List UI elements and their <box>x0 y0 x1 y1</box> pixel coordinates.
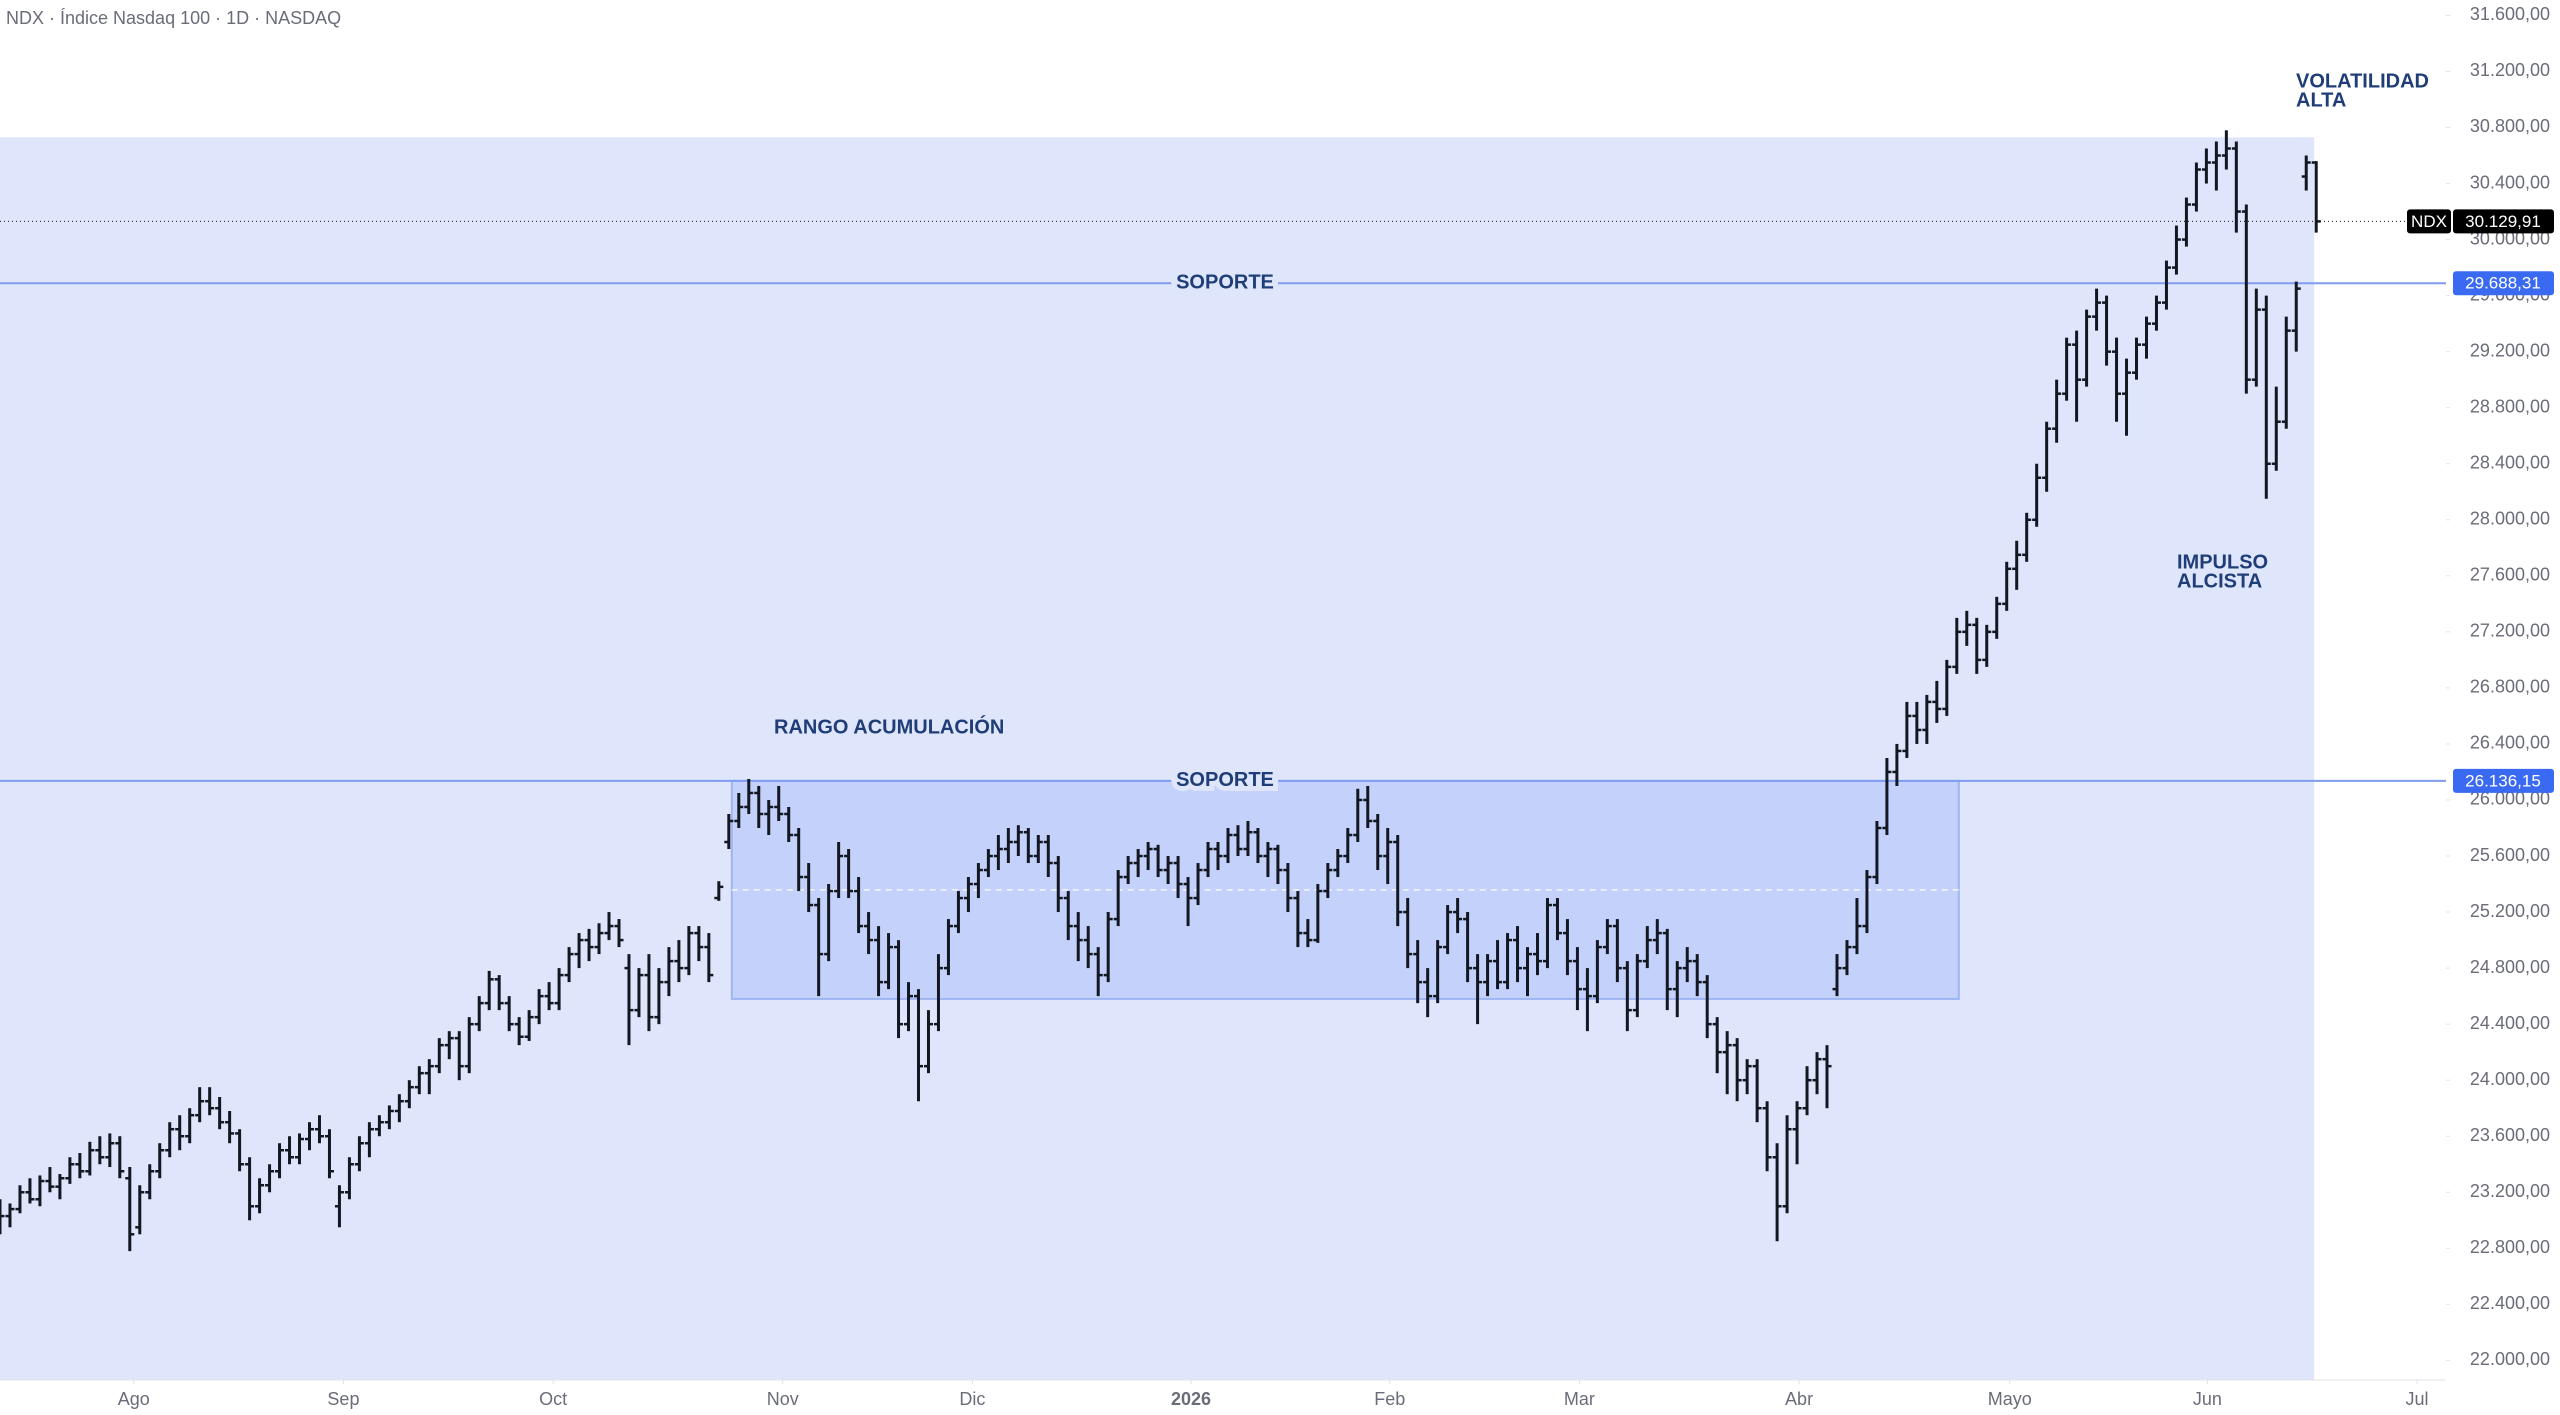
price-tag <box>2453 271 2554 296</box>
y-tick-label: 31.200,00 <box>2470 60 2550 80</box>
annotation: VOLATILIDAD <box>2296 70 2429 92</box>
annotation: RANGO ACUMULACIÓN <box>774 714 1004 738</box>
annotation: IMPULSO <box>2177 551 2268 573</box>
last-price-label: 30.129,91 <box>2465 212 2541 231</box>
y-tick-label: 26.400,00 <box>2470 733 2550 753</box>
support-label: SOPORTE <box>1176 769 1274 791</box>
y-tick-label: 26.000,00 <box>2470 789 2550 809</box>
annotation: ALCISTA <box>2177 570 2262 592</box>
support-label: SOPORTE <box>1176 272 1274 294</box>
annotation: ALTA <box>2296 89 2346 111</box>
y-tick-label: 24.000,00 <box>2470 1069 2550 1089</box>
x-tick-label: Abr <box>1785 1389 1813 1409</box>
x-tick-label: Feb <box>1374 1389 1405 1409</box>
x-tick-label: Mayo <box>1988 1389 2032 1409</box>
x-tick-label: Ago <box>118 1389 150 1409</box>
y-tick-label: 28.400,00 <box>2470 452 2550 472</box>
x-tick-label: Dic <box>959 1389 985 1409</box>
x-tick-label: Nov <box>767 1389 799 1409</box>
x-tick-label: Jul <box>2406 1389 2429 1409</box>
chart-title: NDX · Índice Nasdaq 100 · 1D · NASDAQ <box>6 8 341 28</box>
zone <box>0 137 2315 1380</box>
x-tick-label: Mar <box>1564 1389 1595 1409</box>
y-tick-label: 24.800,00 <box>2470 957 2550 977</box>
y-tick-label: 29.200,00 <box>2470 340 2550 360</box>
y-tick-label: 26.800,00 <box>2470 677 2550 697</box>
y-tick-label: 25.200,00 <box>2470 901 2550 921</box>
price-tag-label: 29.688,31 <box>2465 274 2541 293</box>
price-tag-label: 26.136,15 <box>2465 771 2541 790</box>
x-tick-label: Jun <box>2193 1389 2222 1409</box>
y-tick-label: 28.000,00 <box>2470 509 2550 529</box>
x-tick-label: Oct <box>539 1389 567 1409</box>
x-tick-label: Sep <box>327 1389 359 1409</box>
y-tick-label: 22.800,00 <box>2470 1237 2550 1257</box>
y-tick-label: 30.400,00 <box>2470 172 2550 192</box>
zone <box>730 779 1960 1000</box>
x-tick-label: 2026 <box>1171 1389 1211 1409</box>
symbol-tag-label: NDX <box>2411 212 2447 231</box>
price-tag <box>2453 768 2554 793</box>
y-tick-label: 23.200,00 <box>2470 1181 2550 1201</box>
y-tick-label: 22.000,00 <box>2470 1349 2550 1369</box>
y-tick-label: 28.800,00 <box>2470 396 2550 416</box>
symbol-tag <box>2407 209 2451 234</box>
y-tick-label: 22.400,00 <box>2470 1293 2550 1313</box>
y-tick-label: 27.200,00 <box>2470 621 2550 641</box>
y-tick-label: 23.600,00 <box>2470 1125 2550 1145</box>
y-tick-label: 27.600,00 <box>2470 565 2550 585</box>
y-tick-label: 24.400,00 <box>2470 1013 2550 1033</box>
y-tick-label: 25.600,00 <box>2470 845 2550 865</box>
last-price-tag <box>2453 209 2554 234</box>
y-tick-label: 31.600,00 <box>2470 4 2550 24</box>
y-tick-label: 30.800,00 <box>2470 116 2550 136</box>
